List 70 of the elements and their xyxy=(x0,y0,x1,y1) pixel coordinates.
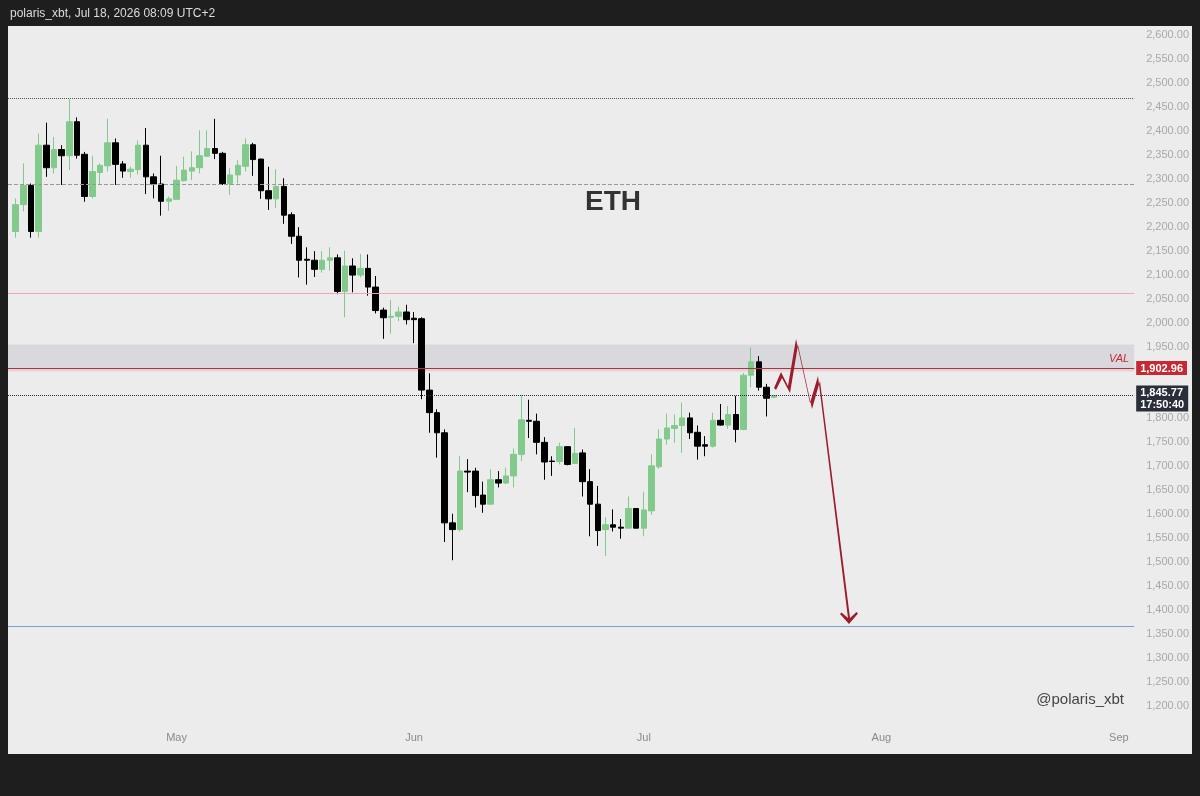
y-tick-label: 1,700.00 xyxy=(1146,459,1190,472)
candlestick xyxy=(342,250,348,318)
candlestick xyxy=(487,468,494,505)
y-tick-label: 1,750.00 xyxy=(1146,435,1190,448)
candlestick xyxy=(334,253,341,295)
candlestick xyxy=(572,427,578,464)
y-tick-label: 2,050.00 xyxy=(1146,291,1190,304)
y-tick-label: 2,250.00 xyxy=(1146,195,1190,208)
y-tick-label: 2,350.00 xyxy=(1146,147,1190,160)
y-tick-label: 1,800.00 xyxy=(1146,411,1190,424)
y-tick-label: 2,500.00 xyxy=(1146,75,1190,88)
candlestick xyxy=(710,412,716,449)
candlestick xyxy=(28,183,34,239)
candlestick xyxy=(625,496,632,529)
y-tick-label: 2,150.00 xyxy=(1146,243,1190,256)
candlestick xyxy=(66,98,73,171)
ref-line-label: VAL xyxy=(1108,351,1130,364)
candlestick xyxy=(495,470,502,488)
candlestick xyxy=(725,405,731,430)
text: polaris_xbt, Jul 18, 2026 08:09 UTC+2 xyxy=(10,5,216,22)
y-tick-label: 2,000.00 xyxy=(1146,315,1190,328)
y-tick-label: 2,550.00 xyxy=(1146,51,1190,64)
x-tick-label: Jun xyxy=(405,730,423,743)
y-tick-label: 1,550.00 xyxy=(1146,531,1190,544)
candlestick xyxy=(610,508,616,532)
candlestick xyxy=(227,167,233,196)
candlestick xyxy=(273,168,279,209)
y-tick-label: 1,950.00 xyxy=(1146,339,1190,352)
candlestick xyxy=(35,133,42,239)
y-tick-label: 1,200.00 xyxy=(1146,699,1190,711)
candlestick xyxy=(357,253,364,278)
candlestick xyxy=(250,142,256,177)
candlestick xyxy=(51,136,57,174)
candlestick xyxy=(602,516,609,557)
candlestick xyxy=(58,144,65,186)
candlestick xyxy=(564,445,571,466)
candlestick xyxy=(717,403,724,427)
text: 17:50:40 xyxy=(1140,398,1185,411)
candlestick xyxy=(349,257,356,293)
y-tick-label: 1,350.00 xyxy=(1146,627,1190,640)
y-tick-label: 2,400.00 xyxy=(1146,123,1190,136)
candlestick xyxy=(556,442,563,465)
x-tick-label: Jul xyxy=(636,730,651,743)
text: 1,902.96 xyxy=(1140,362,1184,375)
candlestick xyxy=(327,246,333,272)
candlestick xyxy=(618,518,624,540)
text: ETH xyxy=(585,184,641,216)
annotation: @polaris_xbt xyxy=(1036,690,1125,707)
y-tick-label: 1,450.00 xyxy=(1146,579,1190,592)
y-tick-label: 2,200.00 xyxy=(1146,219,1190,232)
y-tick-label: 1,400.00 xyxy=(1146,603,1190,616)
x-tick-label: May xyxy=(166,730,188,743)
y-tick-label: 2,100.00 xyxy=(1146,267,1190,280)
y-tick-label: 2,300.00 xyxy=(1146,171,1190,184)
candlestick xyxy=(595,485,601,547)
candlestick xyxy=(457,455,463,532)
candlestick xyxy=(733,395,739,443)
y-tick-label: 1,600.00 xyxy=(1146,507,1190,520)
candlestick xyxy=(633,507,639,530)
y-tick-label: 1,500.00 xyxy=(1146,555,1190,568)
y-tick-label: 2,450.00 xyxy=(1146,99,1190,112)
text: 1,845.77 xyxy=(1140,386,1184,399)
candlestick xyxy=(319,250,325,274)
candlestick xyxy=(43,122,50,178)
x-tick-label: Sep xyxy=(1109,730,1129,743)
y-tick-label: 2,600.00 xyxy=(1146,28,1190,40)
y-tick-label: 1,300.00 xyxy=(1146,651,1190,664)
x-tick-label: Aug xyxy=(871,730,892,743)
y-tick-label: 1,250.00 xyxy=(1146,675,1190,688)
y-tick-label: 1,650.00 xyxy=(1146,483,1190,496)
